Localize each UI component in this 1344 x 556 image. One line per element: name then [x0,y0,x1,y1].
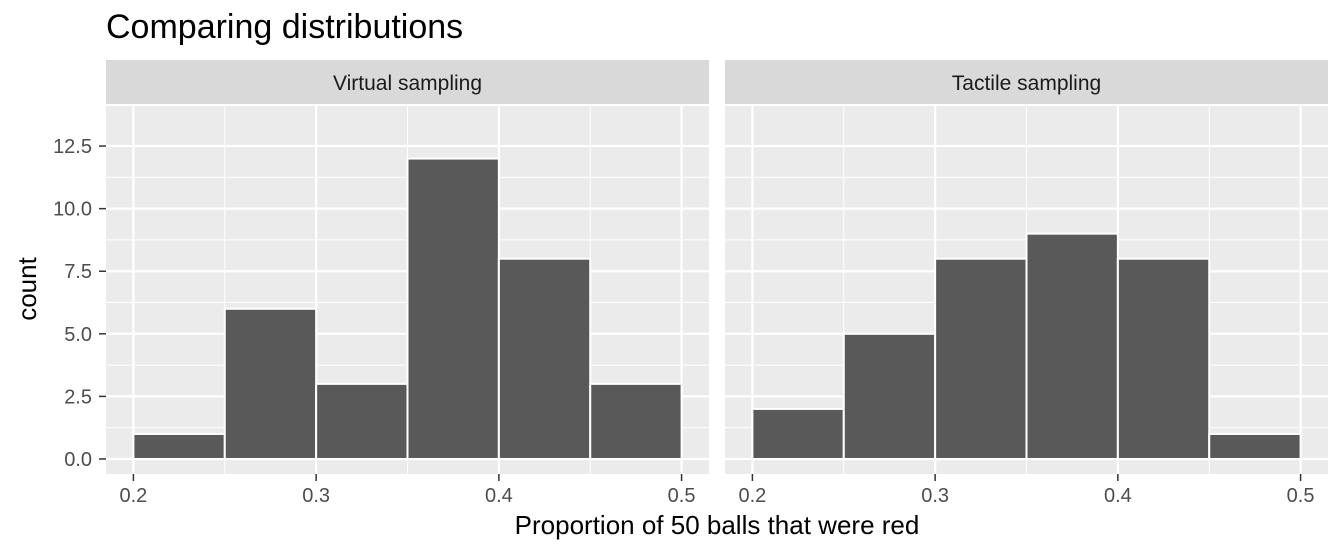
histogram-bar [934,257,1028,460]
histogram-bar [1208,432,1302,460]
histogram-bar [406,157,500,460]
facet-panel: Virtual sampling 0.2 0.3 0.4 0.5 [106,60,709,507]
y-tick-label: 5.0 [64,324,92,346]
x-tick-label: 0.4 [1104,485,1132,507]
y-tick-label: 2.5 [64,386,92,408]
y-tick-label: 0.0 [64,449,92,471]
x-tick-label: 0.4 [485,485,513,507]
x-tick-label: 0.5 [668,485,696,507]
histogram-bar [497,257,592,460]
histogram-bar [132,432,226,460]
histogram-bar [1116,257,1211,460]
x-tick-label: 0.2 [120,485,148,507]
facet-panel: Tactile sampling 0.2 0.3 0.4 0.5 [725,60,1328,507]
facet-strip-label: Virtual sampling [333,72,482,95]
x-axis-label: Proportion of 50 balls that were red [515,510,920,540]
histogram-bar [223,307,318,460]
facet-strip [725,60,1328,104]
facet-strip [106,60,709,104]
y-tick-label: 12.5 [53,136,92,158]
histogram-bar [315,382,409,460]
y-tick-label: 7.5 [64,261,92,283]
histogram-bar [1025,232,1119,460]
y-axis: 0.0 2.5 5.0 7.5 10.0 12.5 [53,136,106,471]
x-tick-label: 0.5 [1287,485,1315,507]
histogram-bar [842,332,937,460]
facet-strip-label: Tactile sampling [952,72,1101,95]
histogram-bar [589,382,683,460]
x-tick-label: 0.3 [302,485,330,507]
x-tick-label: 0.2 [739,485,767,507]
y-tick-label: 10.0 [53,199,92,221]
y-axis-label: count [12,256,42,320]
chart-title: Comparing distributions [106,8,463,46]
x-tick-label: 0.3 [921,485,949,507]
facets: 0.0 2.5 5.0 7.5 10.0 12.5 Virtual sampling 0.2 0… [53,60,1328,507]
histogram-bar [751,407,845,460]
